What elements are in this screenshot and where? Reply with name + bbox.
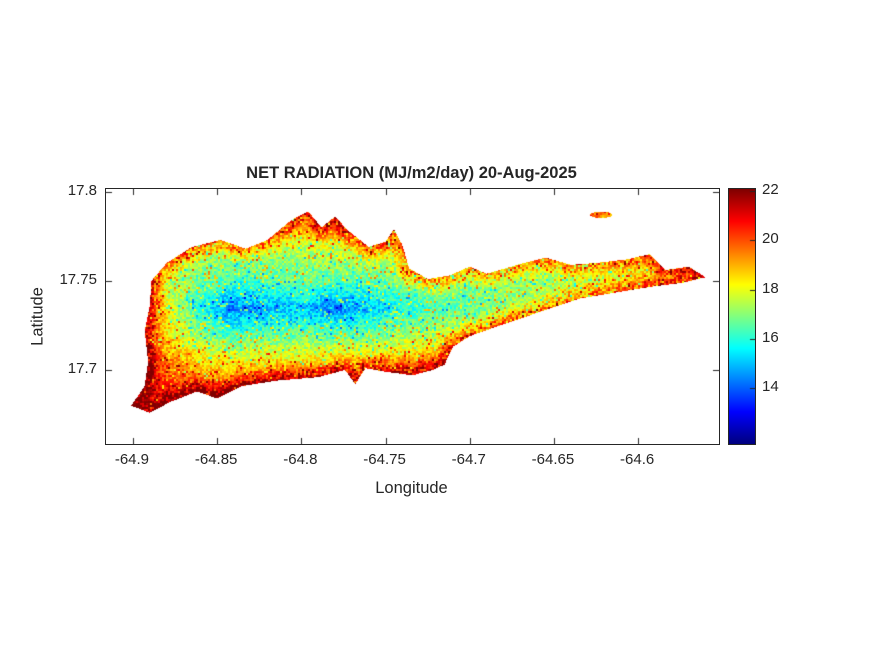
- y-tick-label: 17.75: [59, 270, 97, 288]
- plot-area: [105, 188, 720, 445]
- colorbar-tick-label: 18: [762, 279, 779, 297]
- heatmap-canvas: [106, 189, 719, 444]
- x-tick-label: -64.75: [363, 451, 406, 468]
- colorbar-tick-label: 22: [762, 181, 779, 199]
- chart-title: NET RADIATION (MJ/m2/day) 20-Aug-2025: [246, 164, 577, 182]
- colorbar-tick-label: 16: [762, 328, 779, 346]
- x-tick-label: -64.85: [194, 451, 238, 468]
- x-tick-label: -64.8: [283, 451, 318, 468]
- colorbar-tick-label: 14: [762, 377, 779, 395]
- colorbar: [728, 188, 756, 445]
- x-tick-label: -64.9: [114, 451, 150, 468]
- x-tick-label: -64.7: [451, 451, 486, 468]
- colorbar-canvas: [729, 189, 755, 444]
- colorbar-tick-label: 20: [762, 230, 779, 248]
- y-tick-label: 17.8: [67, 181, 97, 199]
- x-tick-label: -64.65: [531, 451, 575, 468]
- x-tick-label: -64.6: [620, 451, 655, 468]
- x-axis-label: Longitude: [375, 479, 448, 497]
- y-tick-label: 17.7: [67, 359, 97, 377]
